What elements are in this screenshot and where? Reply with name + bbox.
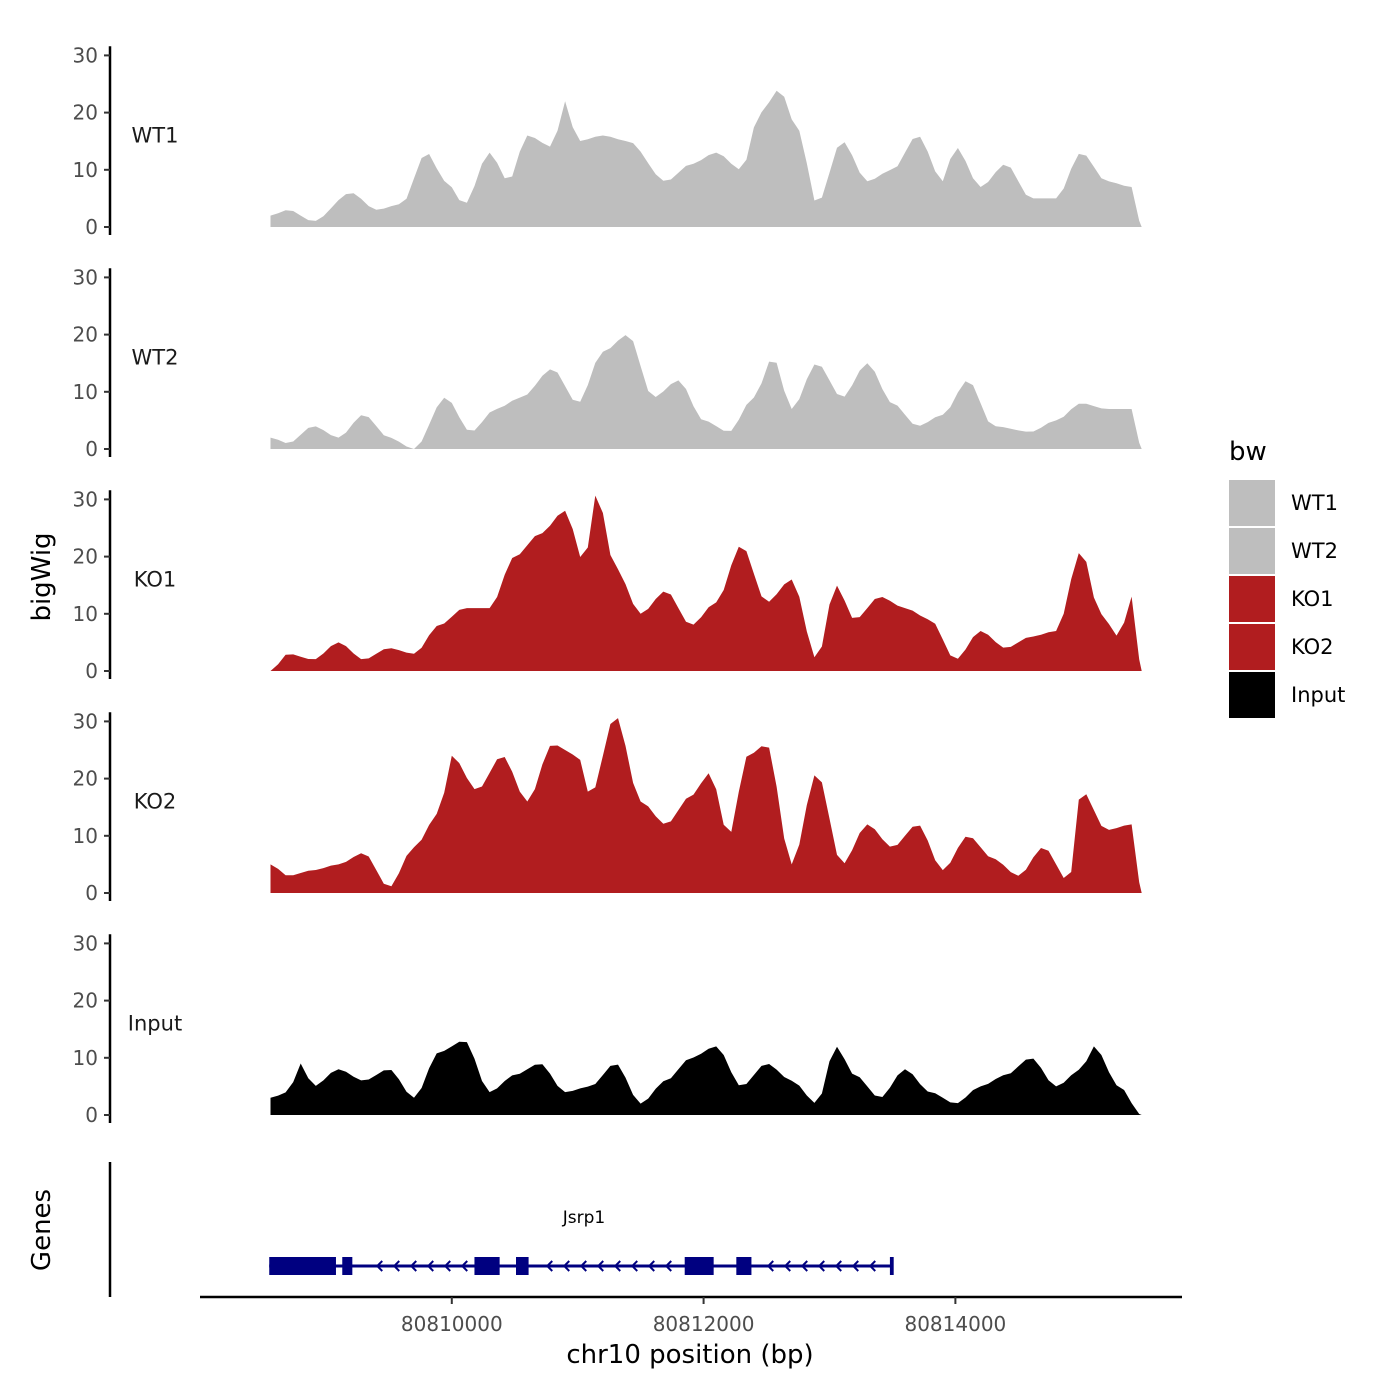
coverage-area	[270, 1041, 1142, 1115]
strand-arrow	[834, 1260, 842, 1272]
strand-arrow	[851, 1260, 859, 1272]
y-tick-label: 10	[73, 158, 98, 182]
y-tick-label: 30	[73, 931, 98, 955]
strand-arrow	[800, 1260, 808, 1272]
track-input: 0 10 20 30 Input	[73, 931, 1142, 1127]
gene-exon	[474, 1257, 500, 1275]
strand-arrow	[817, 1260, 825, 1272]
legend-swatch-wt1	[1229, 480, 1275, 526]
track-label: KO2	[134, 789, 177, 813]
legend-label: KO1	[1291, 587, 1334, 611]
track-wt1: 0 10 20 30 WT1	[73, 43, 1142, 239]
y-tick-label: 0	[85, 881, 98, 905]
y-tick-label: 10	[73, 380, 98, 404]
gene-exon	[342, 1257, 353, 1275]
legend-label: WT2	[1291, 539, 1338, 563]
strand-arrow	[426, 1260, 434, 1272]
coverage-area	[270, 90, 1142, 227]
gene-exon	[269, 1257, 336, 1275]
gene-exon	[889, 1257, 894, 1275]
strand-arrow	[868, 1260, 876, 1272]
track-label: WT2	[132, 345, 179, 369]
strand-arrow	[664, 1260, 672, 1272]
legend: bw WT1 WT2 KO1 KO2 Input	[1229, 437, 1345, 718]
track-label: Input	[128, 1011, 182, 1035]
y-tick-label: 20	[73, 989, 98, 1013]
x-tick-label: 80812000	[653, 1312, 755, 1336]
coverage-area	[270, 495, 1142, 671]
y-tick-label: 30	[73, 487, 98, 511]
x-tick-label: 80810000	[401, 1312, 503, 1336]
tracks-layer: 0 10 20 30 WT1 0 10 20 30 WT2 0 10 20 30 KO1 0 10 20 30 KO2…	[73, 43, 1142, 1127]
gene-exon	[684, 1257, 714, 1275]
y-tick-label: 10	[73, 1046, 98, 1070]
track-ko1: 0 10 20 30 KO1	[73, 487, 1142, 683]
y-tick-label: 20	[73, 101, 98, 125]
y-tick-label: 10	[73, 602, 98, 626]
strand-arrow	[562, 1260, 570, 1272]
legend-swatch-input	[1229, 672, 1275, 718]
y-tick-label: 20	[73, 545, 98, 569]
track-label: WT1	[132, 123, 179, 147]
y-tick-label: 0	[85, 659, 98, 683]
legend-swatch-ko1	[1229, 576, 1275, 622]
strand-arrow	[766, 1260, 774, 1272]
strand-arrow	[375, 1260, 383, 1272]
strand-arrow	[460, 1260, 468, 1272]
track-ko2: 0 10 20 30 KO2	[73, 709, 1142, 905]
gene-label: Jsrp1	[562, 1208, 605, 1228]
x-axis-title: chr10 position (bp)	[566, 1340, 813, 1370]
y-tick-label: 0	[85, 215, 98, 239]
gene-panel: Jsrp1	[108, 1162, 894, 1297]
y-tick-label: 10	[73, 824, 98, 848]
strand-arrow	[783, 1260, 791, 1272]
strand-arrow	[443, 1260, 451, 1272]
y-tick-label: 20	[73, 323, 98, 347]
gene-exon	[516, 1257, 529, 1275]
y-tick-label: 20	[73, 767, 98, 791]
y-tick-label: 0	[85, 437, 98, 461]
y-tick-label: 0	[85, 1103, 98, 1127]
strand-arrow	[545, 1260, 553, 1272]
legend-swatch-ko2	[1229, 624, 1275, 670]
strand-arrow	[596, 1260, 604, 1272]
x-tick-label: 80814000	[904, 1312, 1006, 1336]
track-wt2: 0 10 20 30 WT2	[73, 265, 1142, 461]
coverage-area	[270, 718, 1142, 893]
legend-title: bw	[1229, 437, 1267, 467]
y-tick-label: 30	[73, 265, 98, 289]
strand-arrow	[392, 1260, 400, 1272]
legend-swatch-wt2	[1229, 528, 1275, 574]
x-axis: 80810000 80812000 80814000	[200, 1295, 1182, 1336]
strand-arrow	[579, 1260, 587, 1272]
legend-label: Input	[1291, 683, 1345, 707]
y-axis-title: bigWig	[27, 532, 57, 621]
strand-arrow	[647, 1260, 655, 1272]
gene-panel-title: Genes	[27, 1189, 57, 1271]
track-label: KO1	[134, 567, 177, 591]
legend-label: KO2	[1291, 635, 1334, 659]
strand-arrow	[409, 1260, 417, 1272]
y-tick-label: 30	[73, 709, 98, 733]
coverage-area	[270, 335, 1142, 449]
y-tick-label: 30	[73, 43, 98, 67]
strand-arrow	[630, 1260, 638, 1272]
strand-arrow	[613, 1260, 621, 1272]
gene-exon	[736, 1257, 752, 1275]
legend-label: WT1	[1291, 491, 1338, 515]
